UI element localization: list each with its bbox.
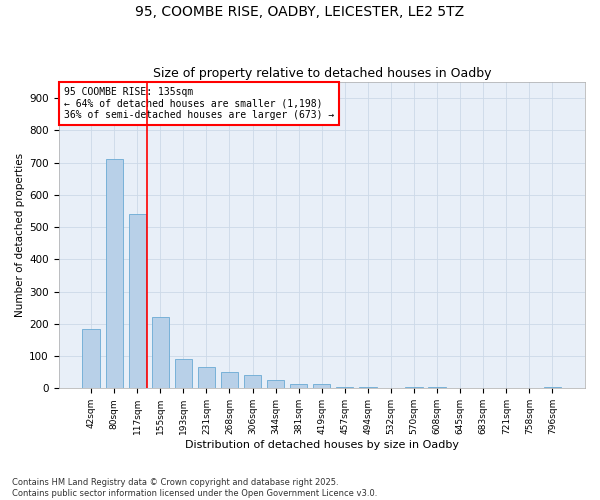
Text: 95, COOMBE RISE, OADBY, LEICESTER, LE2 5TZ: 95, COOMBE RISE, OADBY, LEICESTER, LE2 5… — [136, 5, 464, 19]
Text: 95 COOMBE RISE: 135sqm
← 64% of detached houses are smaller (1,198)
36% of semi-: 95 COOMBE RISE: 135sqm ← 64% of detached… — [64, 86, 334, 120]
Bar — [106, 160, 123, 388]
Y-axis label: Number of detached properties: Number of detached properties — [15, 153, 25, 318]
Bar — [175, 360, 192, 388]
Bar — [267, 380, 284, 388]
Text: Contains HM Land Registry data © Crown copyright and database right 2025.
Contai: Contains HM Land Registry data © Crown c… — [12, 478, 377, 498]
Bar — [544, 386, 561, 388]
X-axis label: Distribution of detached houses by size in Oadby: Distribution of detached houses by size … — [185, 440, 459, 450]
Bar — [244, 376, 261, 388]
Bar — [336, 386, 353, 388]
Bar — [290, 384, 307, 388]
Bar — [198, 368, 215, 388]
Bar — [428, 386, 446, 388]
Bar — [313, 384, 331, 388]
Bar — [152, 318, 169, 388]
Bar — [359, 386, 377, 388]
Bar — [128, 214, 146, 388]
Title: Size of property relative to detached houses in Oadby: Size of property relative to detached ho… — [152, 66, 491, 80]
Bar — [406, 386, 422, 388]
Bar — [221, 372, 238, 388]
Bar — [82, 328, 100, 388]
